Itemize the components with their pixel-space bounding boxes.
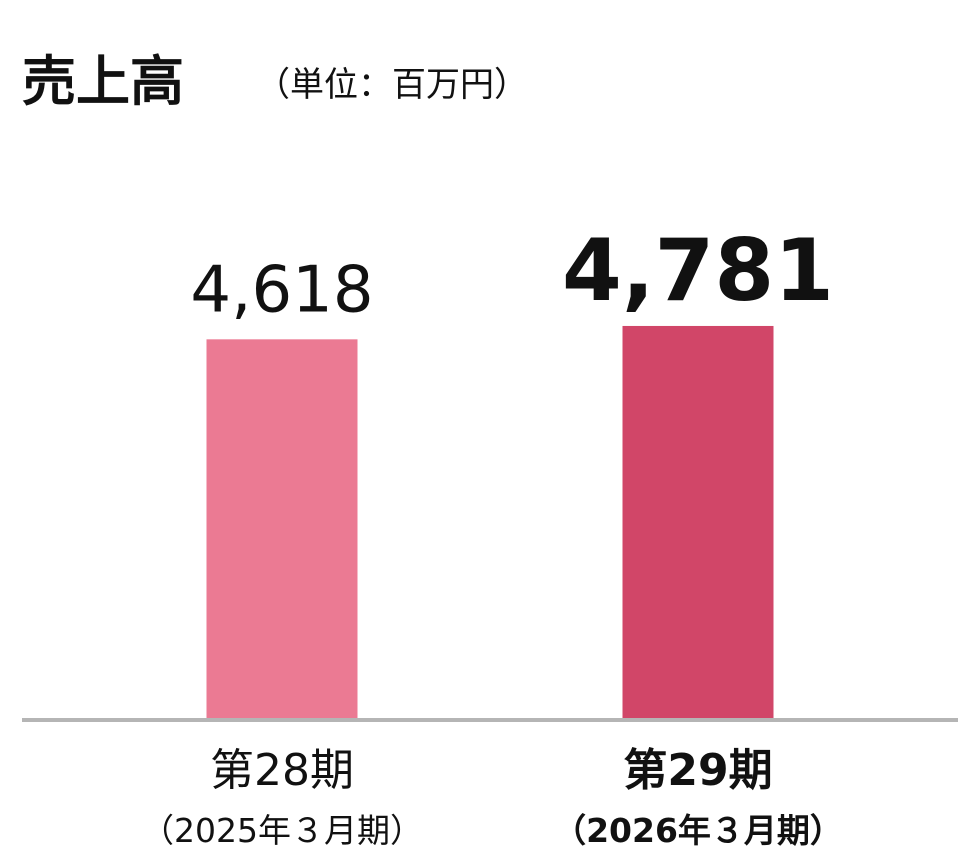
x-tick-label: 第29期 [623,745,772,796]
bar [206,339,358,718]
chart-title: 売上高 [22,50,184,113]
x-tick-label: 第28期 [210,745,354,796]
value-label: 4,618 [190,253,373,327]
bar [622,325,774,718]
x-tick-sublabel: （2026年３月期） [553,811,843,850]
value-label: 4,781 [562,221,834,321]
chart-subtitle: （単位：百万円） [256,65,528,105]
x-tick-sublabel: （2025年３月期） [141,811,423,850]
